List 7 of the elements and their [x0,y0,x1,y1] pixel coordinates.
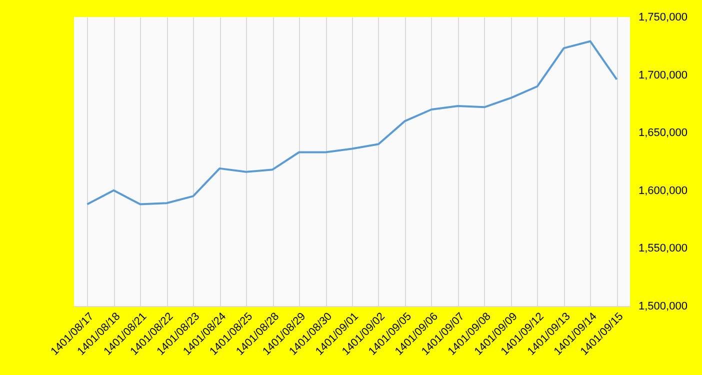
y-tick-label: 1,500,000 [638,300,688,312]
y-tick-label: 1,700,000 [638,69,688,82]
y-tick-label: 1,550,000 [638,242,688,255]
y-tick-label: 1,650,000 [638,127,688,140]
y-tick-label: 1,750,000 [638,12,688,24]
line-series [86,40,618,206]
y-tick-label: 1,600,000 [638,184,688,197]
